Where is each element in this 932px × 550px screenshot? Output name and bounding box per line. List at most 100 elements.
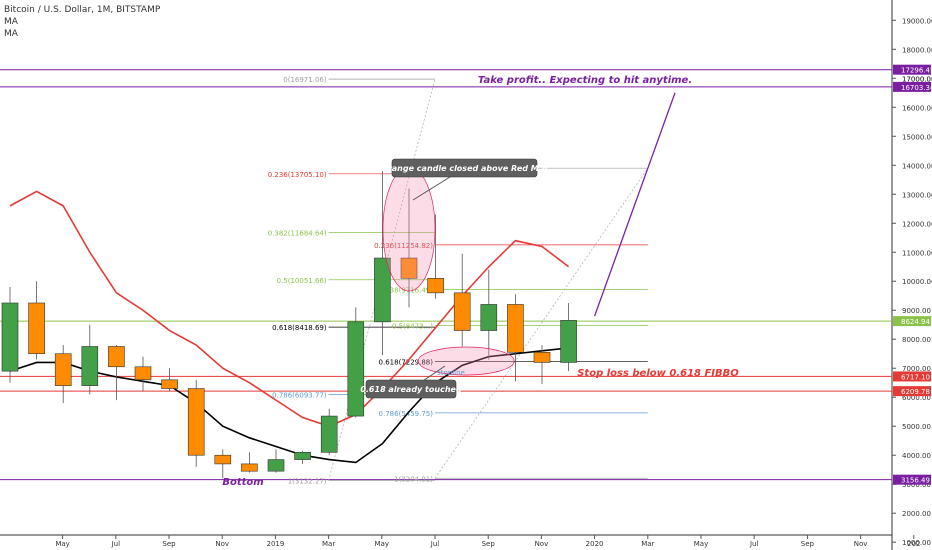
fib-level-label: 0.786(6093.77) — [272, 392, 327, 400]
indicator-ma-1[interactable]: MA — [4, 17, 18, 27]
fib-level-label: 0.5(10051.66) — [277, 277, 327, 285]
projection-line — [593, 92, 676, 317]
level-price-label: 6209.78 — [901, 388, 930, 396]
y-tick-label: 19000.00 — [902, 17, 932, 25]
x-tick-label: Nov — [854, 540, 868, 548]
fib-level-label: 0.38(9716.49) — [383, 286, 433, 294]
fib-level-label: 0.618(8418.69) — [272, 324, 327, 332]
fib-level-label: 0.5(8473...) — [392, 323, 433, 331]
y-tick-label: 13000.00 — [902, 191, 932, 199]
y-tick-label: 9000.00 — [902, 307, 931, 315]
x-tick-label: Mar — [322, 540, 335, 548]
y-tick-label: 18000.00 — [902, 46, 932, 54]
highlight-ellipse-fib-618 — [417, 346, 515, 376]
ma-red-line — [9, 190, 570, 428]
bottom-note: Bottom — [222, 477, 263, 488]
fib-trendline-right — [434, 167, 649, 479]
level-price-label: 8624.94 — [901, 318, 930, 326]
y-tick-label: 1000.00 — [902, 539, 931, 547]
candle-body — [294, 452, 311, 460]
candle-body — [533, 351, 551, 363]
y-tick-label: 10000.00 — [902, 278, 932, 286]
candle-body — [81, 346, 99, 386]
callout-618-touched-text: 0.618 already touched — [360, 385, 462, 394]
callout-618-touched-box — [365, 379, 457, 399]
candle-body — [453, 292, 471, 331]
y-tick-label: 11000.00 — [902, 249, 932, 257]
candle-body — [480, 304, 498, 331]
stop-loss-note: Stop loss below 0.618 FIBBO — [577, 368, 739, 379]
stopline-label: stopline — [437, 369, 465, 377]
take-profit-note: Take profit.. Expecting to hit anytime. — [478, 75, 692, 86]
candle-body — [214, 454, 232, 465]
y-tick-label: 5000.00 — [902, 423, 931, 431]
candle-body — [427, 278, 444, 294]
y-tick-label: 4000.00 — [902, 452, 931, 460]
y-tick-label: 8000.00 — [902, 336, 931, 344]
candle-body — [108, 346, 125, 368]
y-tick-label: 17000.00 — [902, 75, 932, 83]
highlight-ellipse-orange-candle — [382, 166, 436, 292]
candle-body — [320, 415, 338, 453]
y-tick-label: 16000.00 — [902, 104, 932, 112]
level-price-tag — [893, 81, 931, 92]
x-tick-label: 202 — [907, 540, 920, 548]
fib-level-label: 0.236(11254.82) — [374, 242, 433, 250]
level-price-label: 3156.49 — [901, 477, 930, 485]
callout-orange-candle-box — [391, 158, 538, 178]
x-tick-label: Nov — [215, 540, 229, 548]
level-price-tag — [893, 64, 931, 75]
x-tick-label: Sep — [801, 540, 815, 548]
candle-body — [241, 463, 258, 472]
x-tick-label: 2020 — [586, 540, 604, 548]
candle-body — [507, 304, 524, 353]
y-tick-label: 12000.00 — [902, 220, 932, 228]
fib-level-label: 0(16971.06) — [283, 76, 327, 84]
candle-body — [400, 257, 418, 279]
candle-body — [1, 302, 19, 372]
candle-body — [347, 321, 365, 417]
x-tick-label: Sep — [162, 540, 176, 548]
y-tick-label: 14000.00 — [902, 162, 932, 170]
y-tick-label: 6000.00 — [902, 394, 931, 402]
ma-black-line — [9, 347, 569, 464]
level-price-tag — [893, 316, 931, 327]
y-tick-label: 3000.00 — [902, 481, 931, 489]
callout-orange-candle-text: Orange candle closed above Red M.A — [381, 164, 548, 173]
y-tick-label: 2000.00 — [902, 510, 931, 518]
y-tick-label: 15000.00 — [902, 133, 932, 141]
candle-body — [28, 302, 45, 355]
x-tick-label: May — [375, 540, 389, 548]
candle-body — [560, 320, 577, 363]
x-tick-label: Jul — [749, 540, 759, 548]
x-tick-label: Sep — [482, 540, 496, 548]
candle-body — [374, 257, 391, 323]
x-tick-label: Jul — [430, 540, 440, 548]
level-price-tag — [893, 371, 931, 382]
fib-trendline-left — [328, 79, 436, 481]
indicator-ma-2[interactable]: MA — [4, 29, 18, 39]
level-price-label: 17296.45 — [901, 67, 932, 75]
x-tick-label: Jul — [111, 540, 121, 548]
level-price-tag — [893, 474, 931, 485]
y-tick-label-hidden: 17000.00 — [902, 75, 932, 83]
level-price-label: 16703.34 — [901, 84, 932, 92]
x-tick-label: May — [55, 540, 69, 548]
y-tick-label: 7000.00 — [902, 365, 931, 373]
candle-body — [54, 353, 72, 386]
level-price-tag — [893, 386, 931, 397]
fib-level-label: 0.382(11684.64) — [268, 229, 327, 237]
x-tick-label: Mar — [641, 540, 654, 548]
level-price-label: 6717.10 — [901, 373, 930, 381]
fib-level-label: 1(3204.91) — [394, 475, 433, 483]
fib-level-label: 0.786(5459.75) — [379, 410, 434, 418]
candle-body — [134, 366, 152, 381]
candle-body — [161, 379, 178, 389]
x-tick-label: May — [694, 540, 708, 548]
fib-level-label: 1(3132.27) — [288, 477, 327, 485]
x-tick-label: Nov — [535, 540, 549, 548]
candle-body — [267, 459, 285, 472]
candle-body — [187, 388, 205, 456]
